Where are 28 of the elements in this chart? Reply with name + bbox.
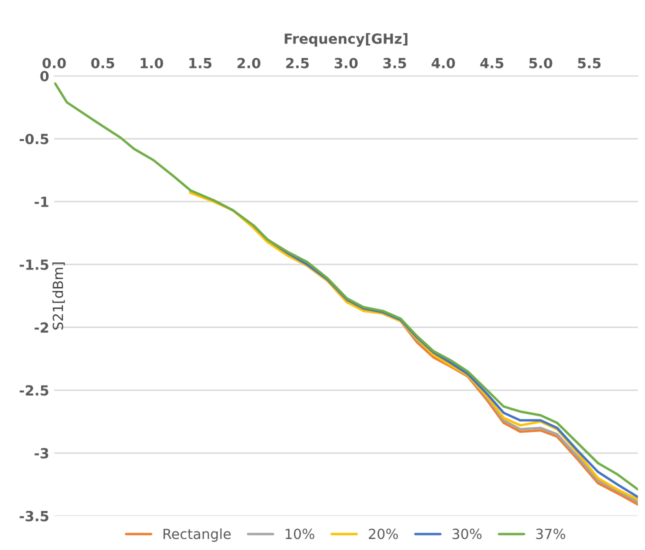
x-tick-label: 2.5: [286, 58, 309, 68]
legend-label: 10%: [286, 528, 314, 540]
y-tick-label: -3.5: [20, 510, 48, 522]
x-tick-label: 0.0: [42, 58, 66, 68]
x-tick-label: 2.0: [238, 58, 260, 68]
legend-label: 30%: [452, 528, 482, 540]
y-axis-title: S21[dBm]: [52, 262, 65, 330]
x-tick-label: 3.5: [383, 58, 406, 68]
y-tick-label: -3: [34, 448, 48, 459]
x-tick-label: 5.0: [529, 58, 552, 68]
x-tick-label: 1.5: [189, 58, 212, 68]
y-tick-label: -1: [34, 196, 48, 207]
y-tick-label: 0: [40, 70, 49, 82]
x-tick-label: 3.0: [334, 58, 358, 68]
line-series: [54, 82, 638, 491]
x-axis-title: Frequency[GHz]: [284, 33, 408, 47]
legend-label: 37%: [536, 528, 566, 540]
y-tick-label: -2: [34, 322, 48, 333]
x-tick-label: 5.5: [578, 58, 601, 68]
x-tick-label: 4.5: [480, 58, 504, 68]
legend-label: 20%: [368, 528, 398, 540]
y-tick-label: -2.5: [20, 385, 48, 396]
y-tick-label: -1.5: [20, 260, 48, 270]
x-tick-label: 0.5: [91, 58, 114, 68]
x-tick-label: 4.0: [432, 58, 455, 68]
legend-label: Rectangle: [164, 528, 231, 542]
x-tick-label: 1.0: [140, 58, 164, 68]
y-tick-label: -0.5: [20, 134, 48, 144]
